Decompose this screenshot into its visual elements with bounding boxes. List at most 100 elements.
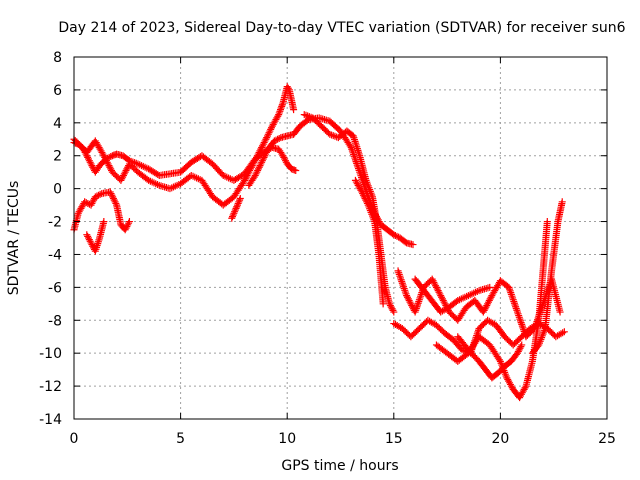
data-point <box>234 199 242 207</box>
y-tick-label: -2 <box>48 215 62 231</box>
x-tick-label: 0 <box>70 431 79 447</box>
data-point <box>231 206 239 214</box>
data-point <box>275 111 283 119</box>
data-point <box>438 293 446 301</box>
data-point <box>439 297 447 305</box>
data-point <box>409 241 417 249</box>
data-point <box>261 137 269 145</box>
data-point <box>278 102 286 110</box>
axis-ticks <box>73 56 608 420</box>
data-point <box>275 109 283 117</box>
data-point <box>398 279 406 287</box>
data-point <box>88 241 96 249</box>
data-point <box>430 278 438 286</box>
data-point <box>109 195 117 203</box>
data-point <box>415 296 423 304</box>
series-track-12 <box>454 333 526 382</box>
series-track-13 <box>528 198 566 357</box>
data-point <box>124 156 132 164</box>
data-point <box>106 163 114 171</box>
data-point <box>89 242 97 250</box>
data-point <box>254 167 262 175</box>
data-point <box>260 153 268 161</box>
data-point <box>517 317 525 325</box>
data-point <box>480 306 488 314</box>
data-point <box>406 298 414 306</box>
data-point <box>359 191 367 199</box>
data-point <box>516 315 524 323</box>
data-point <box>120 170 128 178</box>
data-point <box>266 127 274 135</box>
data-point <box>521 384 529 392</box>
data-point <box>248 162 256 170</box>
data-point <box>231 208 239 216</box>
data-point <box>394 267 402 275</box>
data-point <box>110 196 118 204</box>
data-point <box>243 171 251 179</box>
x-tick-label: 20 <box>491 431 509 447</box>
data-point <box>105 162 113 170</box>
data-point <box>400 283 408 291</box>
data-point <box>516 344 524 352</box>
y-tick-label: -6 <box>48 280 62 296</box>
data-point <box>274 135 282 143</box>
data-point <box>390 231 398 239</box>
data-point <box>458 346 466 354</box>
data-point <box>108 191 116 199</box>
data-point <box>267 125 275 133</box>
data-point <box>431 280 439 288</box>
data-point <box>254 165 262 173</box>
y-tick-label: 2 <box>53 149 62 165</box>
data-marks <box>70 83 568 402</box>
data-point <box>507 290 515 298</box>
data-point <box>132 159 140 167</box>
data-point <box>358 188 366 196</box>
data-point <box>428 275 436 283</box>
data-point <box>88 199 96 207</box>
data-point <box>328 131 336 139</box>
data-point <box>513 306 521 314</box>
data-point <box>103 158 111 166</box>
data-point <box>414 299 422 307</box>
data-point <box>508 292 516 300</box>
data-point <box>362 196 370 204</box>
data-point <box>397 274 405 282</box>
data-point <box>257 145 265 153</box>
data-point <box>270 137 278 145</box>
data-point <box>274 112 282 120</box>
data-point <box>252 170 260 178</box>
data-point <box>257 160 265 168</box>
y-tick-labels: -14 -12 -10 -8 -6 -4 -2 0 2 4 6 8 <box>39 50 62 428</box>
data-point <box>131 159 139 167</box>
series-track-2 <box>70 83 298 209</box>
data-point <box>558 198 566 206</box>
data-point <box>125 218 133 226</box>
series-track-3 <box>70 188 133 234</box>
data-point <box>276 107 284 115</box>
data-point <box>510 299 518 307</box>
data-point <box>379 300 387 308</box>
data-point <box>509 294 517 302</box>
data-point <box>263 132 271 140</box>
plot-frame <box>73 56 608 420</box>
data-point <box>262 148 270 156</box>
y-tick-label: 0 <box>53 182 62 198</box>
data-point <box>112 199 120 207</box>
data-point <box>256 147 264 155</box>
x-tick-labels: 0 5 10 15 20 25 <box>70 431 616 447</box>
data-point <box>486 283 494 291</box>
data-point <box>261 152 269 160</box>
data-point <box>290 106 298 114</box>
data-point <box>359 190 367 198</box>
data-point <box>302 111 310 119</box>
data-point <box>119 171 127 179</box>
data-point <box>437 292 445 300</box>
data-point <box>278 101 286 109</box>
data-point <box>86 158 94 166</box>
data-point <box>397 276 405 284</box>
data-point <box>236 195 244 203</box>
data-point <box>235 198 243 206</box>
data-point <box>121 168 129 176</box>
data-point <box>123 222 131 230</box>
